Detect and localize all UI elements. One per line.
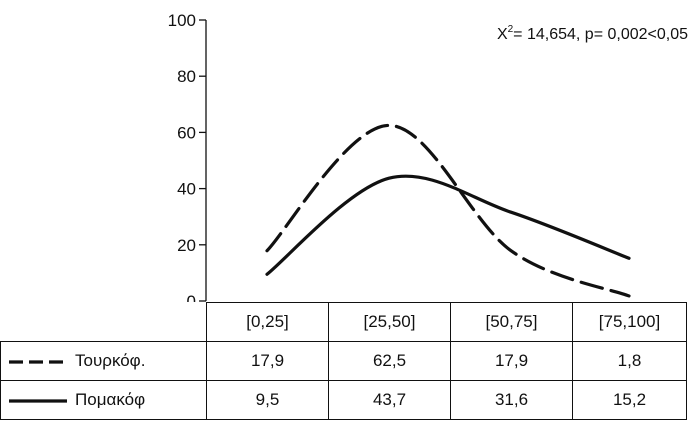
y-tick-label: 20 [177,236,196,255]
table-header-row: [0,25] [25,50] [50,75] [75,100] [0,302,687,342]
y-tick-label: 80 [177,67,196,86]
data-label: 31,6 [450,380,573,420]
y-ticks: 0 20 40 60 80 100 [168,11,206,302]
legend-line-swatch [9,398,67,403]
chi-square-annotation: X2= 14,654, p= 0,002<0,05 [497,24,688,43]
legend-label: Τουρκόφ. [75,351,146,370]
data-label: 1,8 [572,341,687,381]
series-line-1 [265,123,631,298]
chart-plot-area: 0 20 40 60 80 100 X2= 14,654, p= 0,002<0,05 [168,11,688,302]
x-category-label: [75,100] [572,302,687,342]
table-corner-cell [0,302,207,342]
data-label: 43,7 [328,380,451,420]
data-label: 17,9 [450,341,573,381]
y-tick-label: 0 [187,292,196,302]
series-lines [265,123,631,298]
y-tick-label: 100 [168,11,196,30]
data-label: 17,9 [206,341,329,381]
data-label: 62,5 [328,341,451,381]
legend-label: Πομακόφ [75,390,146,409]
x-category-label: [0,25] [206,302,329,342]
data-table: [0,25] [25,50] [50,75] [75,100] Τουρκόφ. 17,9… [0,302,687,420]
legend-line-swatch [9,359,67,364]
y-tick-label: 40 [177,180,196,199]
x-category-label: [50,75] [450,302,573,342]
data-label: 9,5 [206,380,329,420]
y-tick-label: 60 [177,123,196,142]
table-row: Τουρκόφ. 17,9 62,5 17,9 1,8 [0,341,687,381]
legend-entry: Πομακόφ [0,380,207,420]
series-line-2 [265,174,631,276]
data-label: 15,2 [572,380,687,420]
x-category-label: [25,50] [328,302,451,342]
legend-entry: Τουρκόφ. [0,341,207,381]
table-row: Πομακόφ 9,5 43,7 31,6 15,2 [0,380,687,420]
